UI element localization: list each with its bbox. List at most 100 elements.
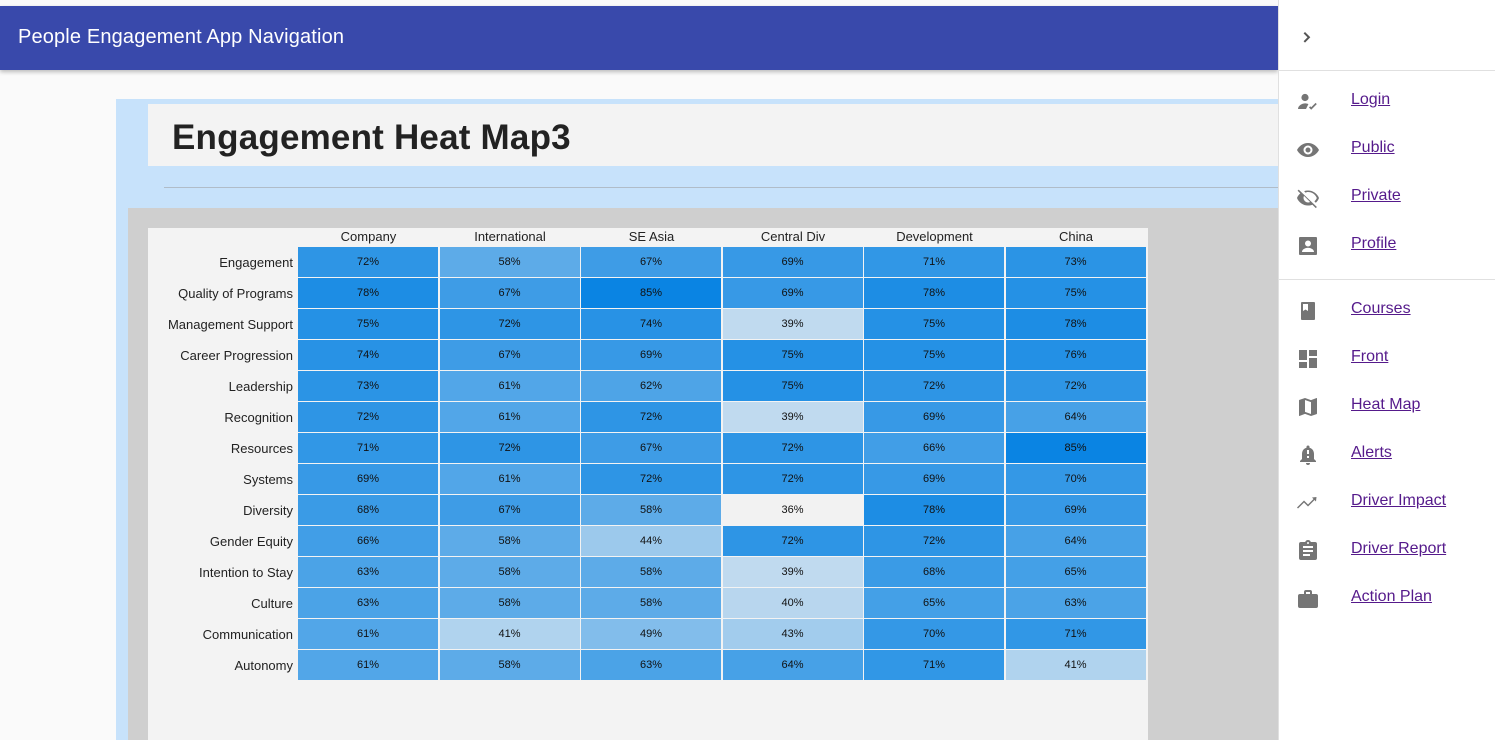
heatmap-cell: 49% bbox=[581, 619, 721, 649]
nav-item-private[interactable]: Private bbox=[1279, 174, 1495, 222]
nav-label-driver-report[interactable]: Driver Report bbox=[1351, 540, 1447, 557]
heatmap-cell: 69% bbox=[581, 340, 721, 370]
heatmap-row-label: Engagement bbox=[219, 255, 293, 270]
heatmap-cell: 71% bbox=[298, 433, 438, 463]
heatmap-cell: 67% bbox=[581, 433, 721, 463]
heatmap-cell: 78% bbox=[864, 278, 1004, 308]
assignment-icon bbox=[1296, 539, 1320, 563]
heatmap-cell: 73% bbox=[1005, 247, 1146, 277]
nav-label-alerts[interactable]: Alerts bbox=[1351, 444, 1392, 461]
nav-label-profile[interactable]: Profile bbox=[1351, 235, 1397, 252]
heatmap-cell: 72% bbox=[439, 433, 580, 463]
visibility-icon bbox=[1296, 138, 1320, 162]
nav-label-front[interactable]: Front bbox=[1351, 348, 1389, 365]
drawer-header bbox=[1279, 0, 1495, 71]
heatmap-cell: 72% bbox=[298, 402, 438, 432]
dashboard-icon bbox=[1296, 347, 1320, 371]
heatmap-cell: 67% bbox=[439, 340, 580, 370]
heatmap-row-label: Culture bbox=[251, 596, 293, 611]
heatmap-cell: 73% bbox=[298, 371, 438, 401]
heatmap-cell: 39% bbox=[722, 309, 863, 339]
heatmap-cell: 63% bbox=[581, 650, 721, 680]
heatmap-column-header: SE Asia bbox=[628, 229, 675, 244]
heatmap-cell: 64% bbox=[1005, 402, 1146, 432]
heatmap-cell: 64% bbox=[722, 650, 863, 680]
heatmap-cell: 63% bbox=[298, 588, 438, 618]
heatmap-cell: 61% bbox=[439, 371, 580, 401]
heatmap-row-label: Intention to Stay bbox=[199, 565, 293, 580]
heatmap-column-header: Central Div bbox=[760, 229, 826, 244]
heatmap-cell: 72% bbox=[722, 433, 863, 463]
heatmap-cell: 64% bbox=[1005, 526, 1146, 556]
heatmap-cell: 61% bbox=[439, 464, 580, 494]
heatmap-cell: 74% bbox=[298, 340, 438, 370]
heatmap-cell: 68% bbox=[864, 557, 1004, 587]
heatmap-column-header: China bbox=[1059, 229, 1093, 244]
heatmap-cell: 69% bbox=[1005, 495, 1146, 525]
heatmap-cell: 72% bbox=[1005, 371, 1146, 401]
how-to-reg-icon bbox=[1296, 90, 1320, 114]
heatmap-column-header: International bbox=[474, 229, 546, 244]
heatmap-cell: 58% bbox=[581, 495, 721, 525]
nav-item-driver-impact[interactable]: Driver Impact bbox=[1279, 479, 1495, 527]
heatmap-column-header: Development bbox=[896, 229, 973, 244]
heatmap-cell: 58% bbox=[581, 557, 721, 587]
heatmap-cell: 66% bbox=[298, 526, 438, 556]
heatmap-row-label: Resources bbox=[230, 441, 293, 456]
heatmap-row-label: Leadership bbox=[228, 379, 293, 394]
heatmap-cell: 75% bbox=[722, 340, 863, 370]
heatmap-cell: 65% bbox=[864, 588, 1004, 618]
nav-item-front[interactable]: Front bbox=[1279, 335, 1495, 383]
nav-label-action-plan[interactable]: Action Plan bbox=[1351, 588, 1432, 605]
nav-label-private[interactable]: Private bbox=[1351, 187, 1401, 204]
heatmap-cell: 39% bbox=[722, 402, 863, 432]
nav-item-public[interactable]: Public bbox=[1279, 126, 1495, 174]
nav-drawer: Login Public Private Profile Courses bbox=[1278, 0, 1495, 740]
heatmap-cell: 72% bbox=[439, 309, 580, 339]
heatmap-cell: 69% bbox=[864, 464, 1004, 494]
heatmap-cell: 70% bbox=[864, 619, 1004, 649]
heatmap-cell: 69% bbox=[722, 247, 863, 277]
chevron-right-icon[interactable] bbox=[1295, 24, 1319, 52]
heatmap-cell: 41% bbox=[1005, 650, 1146, 680]
account-box-icon bbox=[1296, 234, 1320, 258]
nav-item-courses[interactable]: Courses bbox=[1279, 287, 1495, 335]
heatmap-cell: 71% bbox=[864, 650, 1004, 680]
heatmap-cell: 74% bbox=[581, 309, 721, 339]
app-title: People Engagement App Navigation bbox=[18, 26, 345, 48]
heatmap-cell: 68% bbox=[298, 495, 438, 525]
heatmap-cell: 41% bbox=[439, 619, 580, 649]
nav-label-heat-map[interactable]: Heat Map bbox=[1351, 396, 1421, 413]
heatmap-cell: 66% bbox=[864, 433, 1004, 463]
nav-item-driver-report[interactable]: Driver Report bbox=[1279, 527, 1495, 575]
nav-item-action-plan[interactable]: Action Plan bbox=[1279, 575, 1495, 623]
book-icon bbox=[1296, 299, 1320, 323]
nav-label-login[interactable]: Login bbox=[1351, 91, 1391, 108]
nav-label-public[interactable]: Public bbox=[1351, 139, 1395, 156]
heatmap-cell: 75% bbox=[1005, 278, 1146, 308]
visibility-off-icon bbox=[1296, 186, 1320, 210]
heatmap-chart: Company International SE Asia Central Div De… bbox=[148, 228, 1148, 740]
work-icon bbox=[1296, 587, 1320, 611]
heatmap-cell: 70% bbox=[1005, 464, 1146, 494]
heatmap-cell: 78% bbox=[298, 278, 438, 308]
heatmap-cell: 39% bbox=[722, 557, 863, 587]
heatmap-cell: 72% bbox=[722, 526, 863, 556]
heatmap-cell: 58% bbox=[439, 526, 580, 556]
heatmap-row-label: Management Support bbox=[167, 317, 293, 332]
page-title: Engagement Heat Map3 bbox=[172, 118, 571, 157]
heatmap-cell: 43% bbox=[722, 619, 863, 649]
heatmap-cell: 78% bbox=[864, 495, 1004, 525]
heatmap-cell: 72% bbox=[298, 247, 438, 277]
heatmap-cell: 58% bbox=[439, 557, 580, 587]
nav-item-alerts[interactable]: Alerts bbox=[1279, 431, 1495, 479]
heatmap-cell: 75% bbox=[864, 340, 1004, 370]
nav-label-courses[interactable]: Courses bbox=[1351, 300, 1411, 317]
heatmap-cell: 65% bbox=[1005, 557, 1146, 587]
nav-item-profile[interactable]: Profile bbox=[1279, 222, 1495, 270]
nav-item-heat-map[interactable]: Heat Map bbox=[1279, 383, 1495, 431]
heatmap-row-label: Diversity bbox=[243, 503, 293, 518]
nav-item-login[interactable]: Login bbox=[1279, 78, 1495, 126]
top-strip bbox=[0, 0, 1495, 6]
nav-label-driver-impact[interactable]: Driver Impact bbox=[1351, 492, 1447, 509]
